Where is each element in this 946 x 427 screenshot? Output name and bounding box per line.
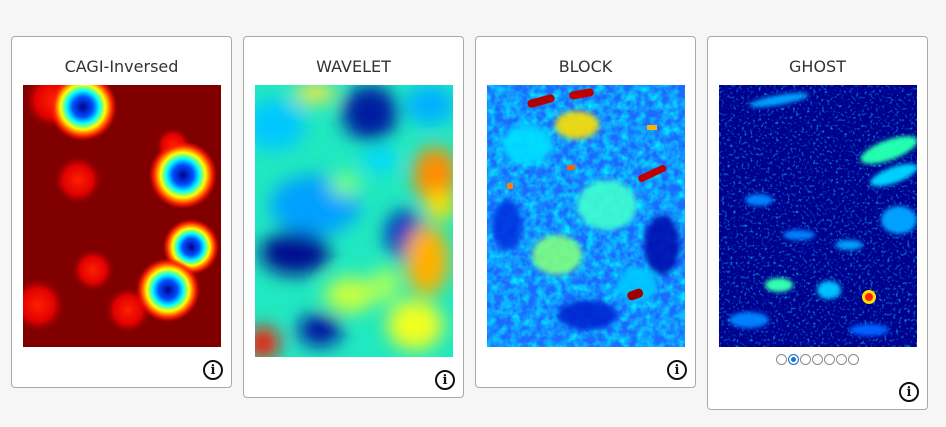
card-title: WAVELET: [316, 57, 391, 76]
pager-dot[interactable]: [788, 354, 799, 365]
pager-dot[interactable]: [848, 354, 859, 365]
wavelet-card: WAVELET: [243, 36, 464, 398]
info-icon[interactable]: i: [203, 360, 223, 380]
cagi-inversed-heatmap: [23, 85, 221, 347]
block-card: BLOCK: [475, 36, 696, 388]
pager-dot[interactable]: [800, 354, 811, 365]
card-title: GHOST: [789, 57, 846, 76]
block-heatmap: [487, 85, 685, 347]
info-icon[interactable]: i: [435, 370, 455, 390]
pager-dot[interactable]: [776, 354, 787, 365]
card-title: CAGI-Inversed: [64, 57, 179, 76]
ghost-card: GHOST: [707, 36, 928, 410]
ghost-pager: [708, 354, 927, 365]
pager-dot[interactable]: [812, 354, 823, 365]
ghost-heatmap: [719, 85, 917, 347]
pager-dot[interactable]: [836, 354, 847, 365]
wavelet-heatmap: [255, 85, 453, 357]
info-icon[interactable]: i: [667, 360, 687, 380]
cagi-inversed-card: CAGI-Inversed: [11, 36, 232, 388]
info-icon[interactable]: i: [899, 382, 919, 402]
card-title: BLOCK: [558, 57, 613, 76]
pager-dot[interactable]: [824, 354, 835, 365]
